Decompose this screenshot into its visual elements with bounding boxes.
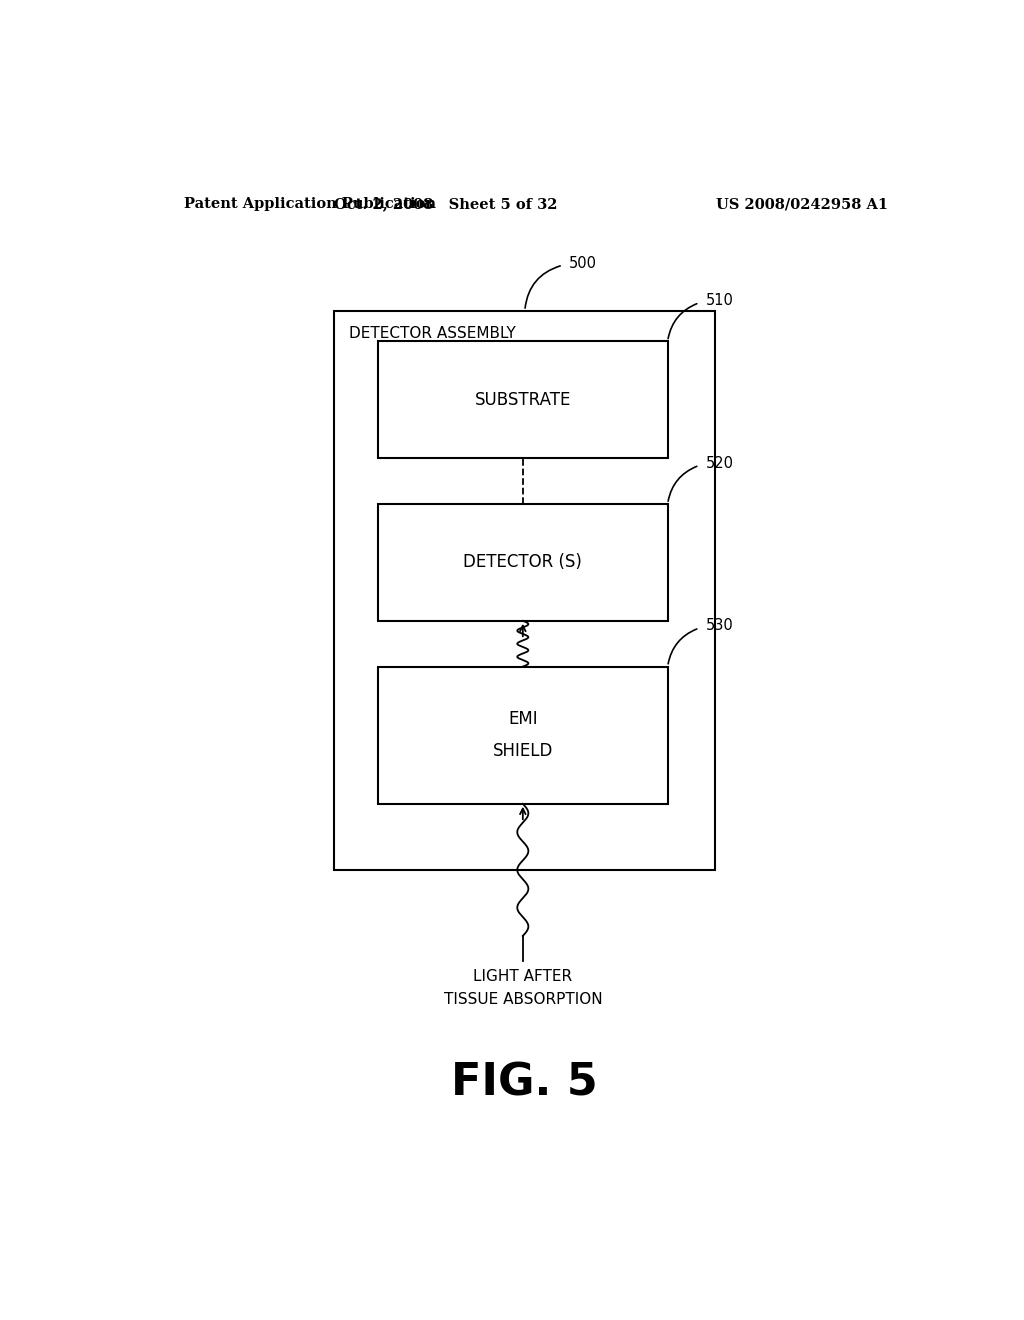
Bar	[334, 312, 715, 870]
Text: DETECTOR ASSEMBLY: DETECTOR ASSEMBLY	[348, 326, 515, 341]
Text: EMI
SHIELD: EMI SHIELD	[493, 710, 553, 760]
Text: DETECTOR (S): DETECTOR (S)	[464, 553, 583, 572]
Bar	[378, 667, 668, 804]
Text: LIGHT AFTER
TISSUE ABSORPTION: LIGHT AFTER TISSUE ABSORPTION	[443, 969, 602, 1007]
Text: 530: 530	[706, 619, 733, 634]
Bar	[378, 504, 668, 620]
Bar	[378, 342, 668, 458]
Text: SUBSTRATE: SUBSTRATE	[475, 391, 571, 409]
Text: Patent Application Publication: Patent Application Publication	[183, 197, 435, 211]
Text: US 2008/0242958 A1: US 2008/0242958 A1	[717, 197, 889, 211]
Text: FIG. 5: FIG. 5	[452, 1061, 598, 1105]
Text: Oct. 2, 2008   Sheet 5 of 32: Oct. 2, 2008 Sheet 5 of 32	[334, 197, 557, 211]
Text: 500: 500	[569, 256, 597, 271]
Text: 520: 520	[706, 455, 734, 471]
Text: 510: 510	[706, 293, 733, 308]
